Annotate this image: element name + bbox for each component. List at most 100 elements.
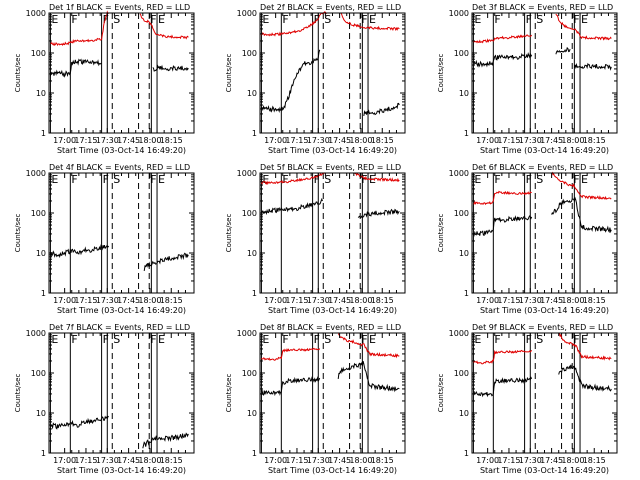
- y-tick-label: 1: [464, 129, 469, 138]
- marker-letter: E: [158, 13, 165, 26]
- y-tick-label: 1000: [449, 9, 469, 18]
- series-line-events: [143, 252, 189, 271]
- y-tick-label: 10: [247, 89, 257, 98]
- series-line-events: [472, 215, 533, 237]
- y-axis-label: Counts/sec: [225, 214, 233, 253]
- y-tick-label: 1: [464, 449, 469, 458]
- marker-letter: F: [494, 13, 500, 26]
- series-line-lld: [50, 10, 109, 46]
- y-tick-label: 1: [464, 289, 469, 298]
- series-line-events: [261, 375, 321, 397]
- y-tick-label: 1: [252, 449, 257, 458]
- marker-letter: F: [361, 333, 367, 346]
- marker-letter: F: [526, 173, 532, 186]
- marker-letter: F: [71, 173, 77, 186]
- x-tick-label: 17:30: [519, 296, 542, 305]
- x-tick-label: 17:45: [540, 136, 563, 145]
- x-tick-label: 17:30: [96, 456, 119, 465]
- x-tick-label: 17:30: [307, 296, 330, 305]
- marker-letter: F: [314, 173, 320, 186]
- x-tick-label: 18:15: [583, 456, 606, 465]
- x-tick-label: 18:00: [561, 136, 584, 145]
- marker-letter: E: [474, 13, 481, 26]
- x-tick-label: 17:45: [540, 456, 563, 465]
- series-line-events: [261, 49, 321, 114]
- series-line-events: [363, 102, 400, 116]
- y-tick-label: 10: [36, 249, 46, 258]
- marker-letter: F: [150, 333, 156, 346]
- x-tick-label: 17:15: [497, 456, 520, 465]
- y-tick-label: 100: [242, 209, 257, 218]
- x-tick-label: 18:15: [160, 456, 183, 465]
- x-tick-label: 18:15: [371, 296, 394, 305]
- series-line-lld: [558, 332, 612, 361]
- y-tick-label: 1: [252, 129, 257, 138]
- x-tick-label: 18:00: [561, 296, 584, 305]
- x-tick-label: 18:00: [561, 456, 584, 465]
- x-tick-label: 18:15: [371, 456, 394, 465]
- marker-letter: F: [494, 333, 500, 346]
- marker-letter: F: [103, 333, 109, 346]
- series-line-lld: [340, 12, 400, 32]
- y-axis-label: Counts/sec: [437, 214, 445, 253]
- y-tick-label: 10: [459, 89, 469, 98]
- panel-title: Det 9f BLACK = Events, RED = LLD: [472, 323, 613, 332]
- series-line-lld: [473, 190, 532, 206]
- x-tick-label: 17:45: [117, 296, 140, 305]
- y-tick-label: 10: [36, 409, 46, 418]
- x-axis-label: Start Time (03-Oct-14 16:49:20): [268, 306, 397, 315]
- y-tick-label: 100: [31, 49, 46, 58]
- y-tick-label: 100: [454, 209, 469, 218]
- series-line-events: [337, 360, 400, 393]
- x-axis-label: Start Time (03-Oct-14 16:49:20): [57, 306, 186, 315]
- marker-letter: E: [51, 173, 58, 186]
- marker-letter: F: [282, 333, 288, 346]
- x-tick-label: 17:00: [476, 296, 499, 305]
- series-line-events: [555, 46, 571, 55]
- marker-letter: S: [113, 333, 120, 346]
- panel-title: Det 7f BLACK = Events, RED = LLD: [49, 323, 190, 332]
- series-line-events: [49, 58, 102, 78]
- x-tick-label: 17:30: [519, 136, 542, 145]
- series-line-events: [152, 64, 189, 72]
- marker-letter: F: [573, 13, 579, 26]
- series-line-lld: [261, 347, 321, 361]
- series-line-lld: [472, 34, 533, 44]
- marker-letter: E: [581, 13, 588, 26]
- x-tick-label: 17:15: [285, 296, 308, 305]
- panel-title: Det 8f BLACK = Events, RED = LLD: [260, 323, 401, 332]
- x-tick-label: 18:15: [371, 136, 394, 145]
- x-tick-label: 18:15: [160, 296, 183, 305]
- marker-letter: E: [581, 173, 588, 186]
- x-axis-label: Start Time (03-Oct-14 16:49:20): [480, 306, 609, 315]
- y-tick-label: 1000: [237, 329, 257, 338]
- y-tick-label: 100: [31, 369, 46, 378]
- y-tick-label: 100: [454, 49, 469, 58]
- x-tick-label: 17:30: [519, 456, 542, 465]
- marker-letter: E: [158, 173, 165, 186]
- x-tick-label: 17:15: [497, 296, 520, 305]
- series-line-lld: [260, 172, 326, 185]
- series-line-lld: [555, 13, 612, 41]
- x-axis-label: Start Time (03-Oct-14 16:49:20): [268, 146, 397, 155]
- series-line-events: [551, 196, 612, 234]
- panel-title: Det 3f BLACK = Events, RED = LLD: [472, 3, 613, 12]
- series-line-events: [558, 364, 612, 392]
- x-tick-label: 17:00: [53, 296, 76, 305]
- x-tick-label: 17:45: [117, 456, 140, 465]
- y-tick-label: 1: [41, 129, 46, 138]
- series-line-events: [357, 208, 400, 219]
- y-tick-label: 100: [454, 369, 469, 378]
- y-tick-label: 1000: [449, 169, 469, 178]
- series-line-events: [49, 244, 110, 259]
- y-axis-label: Counts/sec: [225, 374, 233, 413]
- marker-letter: S: [536, 173, 543, 186]
- y-axis-label: Counts/sec: [14, 54, 22, 93]
- x-tick-label: 17:00: [476, 456, 499, 465]
- series-line-events: [260, 197, 323, 216]
